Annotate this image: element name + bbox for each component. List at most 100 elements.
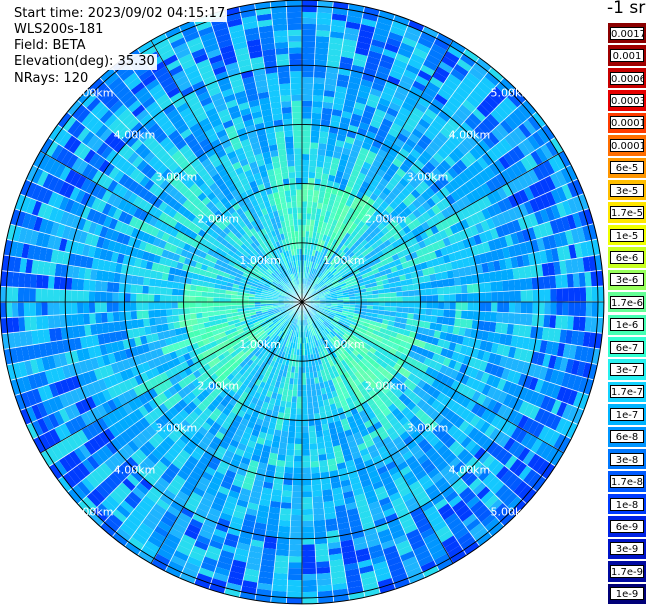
beta-gate: [549, 275, 557, 289]
beta-gate: [335, 287, 342, 291]
beta-gate: [451, 478, 465, 491]
beta-gate: [143, 391, 154, 402]
beta-gate: [407, 372, 417, 382]
beta-gate: [517, 217, 528, 231]
beta-gate: [525, 277, 533, 290]
beta-gate: [158, 355, 167, 365]
beta-gate: [401, 406, 411, 417]
beta-gate: [324, 262, 330, 269]
beta-gate: [596, 270, 604, 286]
beta-gate: [302, 396, 308, 403]
beta-gate: [327, 138, 337, 146]
beta-gate: [152, 357, 162, 367]
beta-gate: [185, 277, 192, 285]
beta-gate: [429, 344, 438, 353]
beta-gate: [144, 326, 152, 336]
beta-gate: [550, 450, 564, 466]
beta-gate: [455, 187, 466, 199]
beta-gate: [337, 339, 344, 346]
beta-gate: [365, 369, 374, 377]
beta-gate: [378, 310, 385, 315]
beta-gate: [122, 478, 136, 492]
beta-gate: [372, 455, 383, 465]
beta-gate: [558, 436, 571, 453]
beta-gate: [272, 386, 279, 394]
beta-gate: [33, 216, 43, 232]
beta-gate: [311, 268, 315, 275]
beta-gate: [136, 482, 150, 496]
beta-gate: [383, 356, 392, 365]
beta-gate: [326, 316, 333, 322]
beta-gate: [424, 108, 438, 120]
beta-gate: [216, 274, 224, 281]
beta-gate: [444, 436, 456, 449]
beta-gate: [270, 500, 281, 509]
beta-gate: [490, 480, 505, 495]
beta-gate: [136, 363, 146, 375]
beta-gate: [354, 260, 362, 267]
beta-gate: [100, 291, 107, 302]
beta-gate: [302, 568, 317, 575]
beta-gate: [178, 340, 186, 349]
beta-gate: [247, 556, 262, 566]
beta-gate: [331, 13, 347, 22]
beta-gate: [476, 198, 487, 211]
beta-gate: [417, 37, 434, 49]
beta-gate: [197, 502, 211, 513]
beta-gate: [408, 307, 415, 314]
beta-gate: [354, 233, 362, 241]
beta-gate: [309, 431, 317, 438]
beta-gate: [163, 399, 174, 410]
beta-gate: [453, 175, 465, 187]
beta-gate: [97, 503, 112, 518]
beta-gate: [263, 541, 277, 550]
beta-gate: [312, 341, 317, 348]
beta-gate: [378, 10, 395, 21]
beta-gate: [227, 347, 235, 355]
beta-gate: [302, 443, 310, 450]
beta-gate: [242, 363, 250, 371]
beta-gate: [440, 464, 453, 477]
beta-gate: [79, 360, 89, 374]
beta-gate: [488, 522, 504, 537]
beta-gate: [170, 336, 179, 345]
beta-gate: [347, 314, 354, 319]
beta-gate: [440, 159, 452, 171]
beta-gate: [213, 306, 220, 312]
beta-gate: [240, 456, 251, 466]
beta-gate: [230, 376, 239, 385]
beta-gate: [361, 337, 369, 344]
beta-gate: [356, 553, 371, 563]
beta-gate: [318, 306, 325, 310]
beta-gate: [302, 0, 318, 7]
beta-gate: [202, 281, 210, 288]
beta-gate: [128, 537, 144, 551]
beta-gate: [362, 433, 372, 443]
beta-gate: [246, 421, 256, 430]
beta-gate: [253, 371, 261, 379]
beta-gate: [454, 108, 468, 122]
beta-gate: [272, 483, 283, 491]
beta-gate: [155, 324, 163, 333]
beta-gate: [124, 311, 132, 321]
beta-gate: [308, 330, 312, 337]
beta-gate: [585, 302, 593, 317]
beta-gate: [510, 232, 520, 245]
beta-gate: [117, 393, 128, 406]
beta-gate: [452, 326, 460, 335]
beta-gate: [455, 302, 462, 310]
beta-gate: [366, 56, 381, 66]
beta-gate: [310, 449, 319, 456]
beta-gate: [385, 460, 397, 471]
beta-gate: [367, 50, 382, 60]
beta-gate: [257, 314, 264, 319]
beta-gate: [587, 223, 598, 240]
beta-gate: [310, 455, 319, 462]
beta-gate: [312, 268, 317, 275]
beta-gate: [444, 512, 459, 526]
beta-gate: [220, 549, 235, 560]
beta-gate: [189, 290, 196, 297]
beta-gate: [568, 344, 577, 360]
beta-gate: [351, 331, 359, 338]
beta-gate: [520, 156, 533, 172]
